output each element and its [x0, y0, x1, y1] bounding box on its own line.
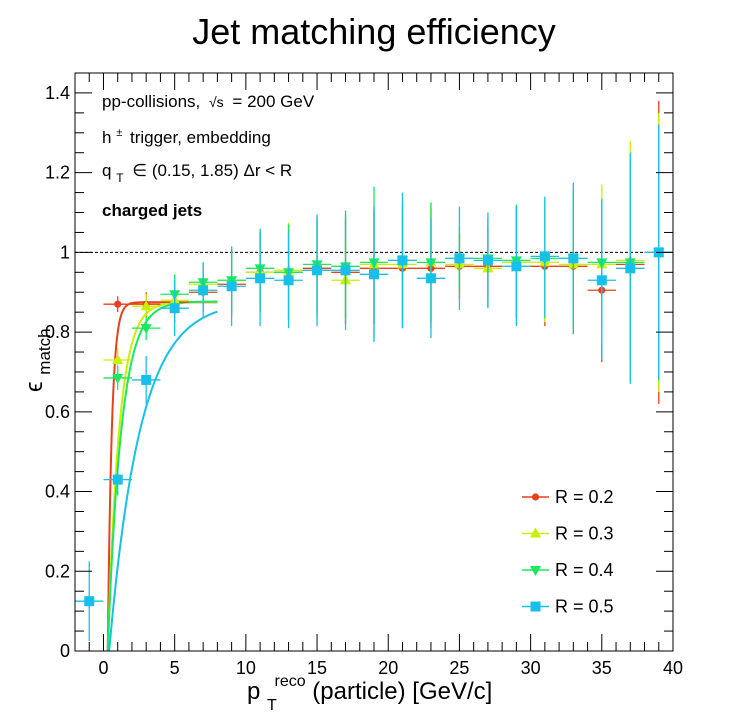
- data-point: [84, 596, 95, 607]
- legend-label: R = 0.4: [555, 560, 614, 580]
- annotation-line-3: q T ∈ (0.15, 1.85) Δr < R: [102, 161, 292, 186]
- legend-label: R = 0.2: [555, 487, 614, 507]
- legend-entry: R = 0.2: [522, 487, 614, 507]
- y-tick-label: 1.4: [45, 83, 70, 103]
- x-tick-label: 15: [307, 658, 327, 678]
- data-point: [169, 303, 180, 314]
- legend: R = 0.2 R = 0.3 R = 0.4 R = 0.5: [522, 487, 614, 617]
- data-point: [114, 300, 122, 308]
- y-tick-label: 0: [60, 641, 70, 661]
- y-tick-label: 0.4: [45, 482, 70, 502]
- data-point: [340, 265, 351, 276]
- legend-marker: [530, 566, 541, 576]
- y-tick-label: 1: [60, 242, 70, 262]
- data-point: [198, 285, 209, 296]
- x-tick-label: 35: [592, 658, 612, 678]
- data-point: [140, 300, 152, 311]
- legend-marker: [530, 601, 541, 612]
- data-point: [511, 261, 522, 272]
- y-tick-label: 0.8: [45, 322, 70, 342]
- fit-curve-05: [108, 310, 218, 652]
- x-tick-label: 10: [236, 658, 256, 678]
- legend-label: R = 0.3: [555, 524, 614, 544]
- legend-entry: R = 0.5: [522, 597, 614, 617]
- data-point: [625, 263, 636, 274]
- data-point: [112, 354, 124, 365]
- annotation-line-1: pp-collisions, √s = 200 GeV: [102, 92, 315, 111]
- legend-entry: R = 0.4: [522, 560, 614, 580]
- data-point: [112, 373, 124, 384]
- annotation-line-2: h ± trigger, embedding: [102, 121, 271, 147]
- legend-label: R = 0.5: [555, 597, 614, 617]
- x-tick-label: 20: [378, 658, 398, 678]
- y-tick-label: 0.6: [45, 402, 70, 422]
- legend-marker: [531, 493, 540, 501]
- data-point: [312, 265, 323, 276]
- x-tick-label: 0: [98, 658, 108, 678]
- x-axis-label: p T reco (particle) [GeV/c]: [247, 665, 492, 716]
- y-tick-label: 1.2: [45, 163, 70, 183]
- data-point: [596, 275, 607, 286]
- data-point: [141, 374, 152, 385]
- y-axis-label: ϵ match: [21, 328, 54, 392]
- data-point: [397, 255, 408, 266]
- data-point: [140, 324, 152, 335]
- data-point: [255, 273, 266, 284]
- annotation-line-4: charged jets: [102, 201, 202, 220]
- legend-marker: [530, 527, 541, 538]
- x-tick-label: 40: [663, 658, 683, 678]
- annotation-text: pp-collisions, √s = 200 GeV h ± trigger,…: [102, 92, 315, 220]
- data-point: [112, 474, 123, 485]
- x-tick-label: 25: [449, 658, 469, 678]
- chart-title: Jet matching efficiency: [192, 11, 556, 52]
- data-point: [454, 253, 465, 264]
- x-tick-label: 30: [521, 658, 541, 678]
- x-tick-label: 5: [170, 658, 180, 678]
- data-point: [283, 275, 294, 286]
- data-point: [226, 281, 237, 292]
- legend-entry: R = 0.3: [522, 524, 614, 544]
- data-point: [568, 253, 579, 264]
- data-point: [369, 269, 379, 280]
- data-point: [539, 251, 550, 262]
- axis-ticks: 0 5 10 15 20 25 30 35 40 0 0.2 0.4 0.6 0.8 1 1.2 1.4: [45, 72, 683, 678]
- y-tick-label: 0.2: [45, 561, 70, 581]
- data-point: [482, 255, 493, 266]
- data-point: [425, 273, 436, 284]
- series-05: [75, 124, 673, 642]
